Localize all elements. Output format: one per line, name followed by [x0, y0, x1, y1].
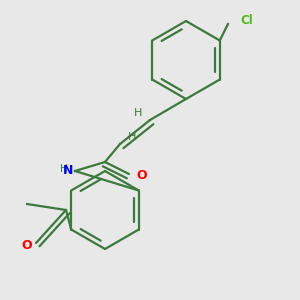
Text: Cl: Cl — [240, 14, 253, 28]
Text: H: H — [128, 131, 136, 142]
Text: O: O — [21, 239, 32, 252]
Text: H: H — [134, 107, 142, 118]
Text: H: H — [60, 164, 68, 175]
Text: N: N — [63, 164, 74, 177]
Text: O: O — [136, 169, 147, 182]
